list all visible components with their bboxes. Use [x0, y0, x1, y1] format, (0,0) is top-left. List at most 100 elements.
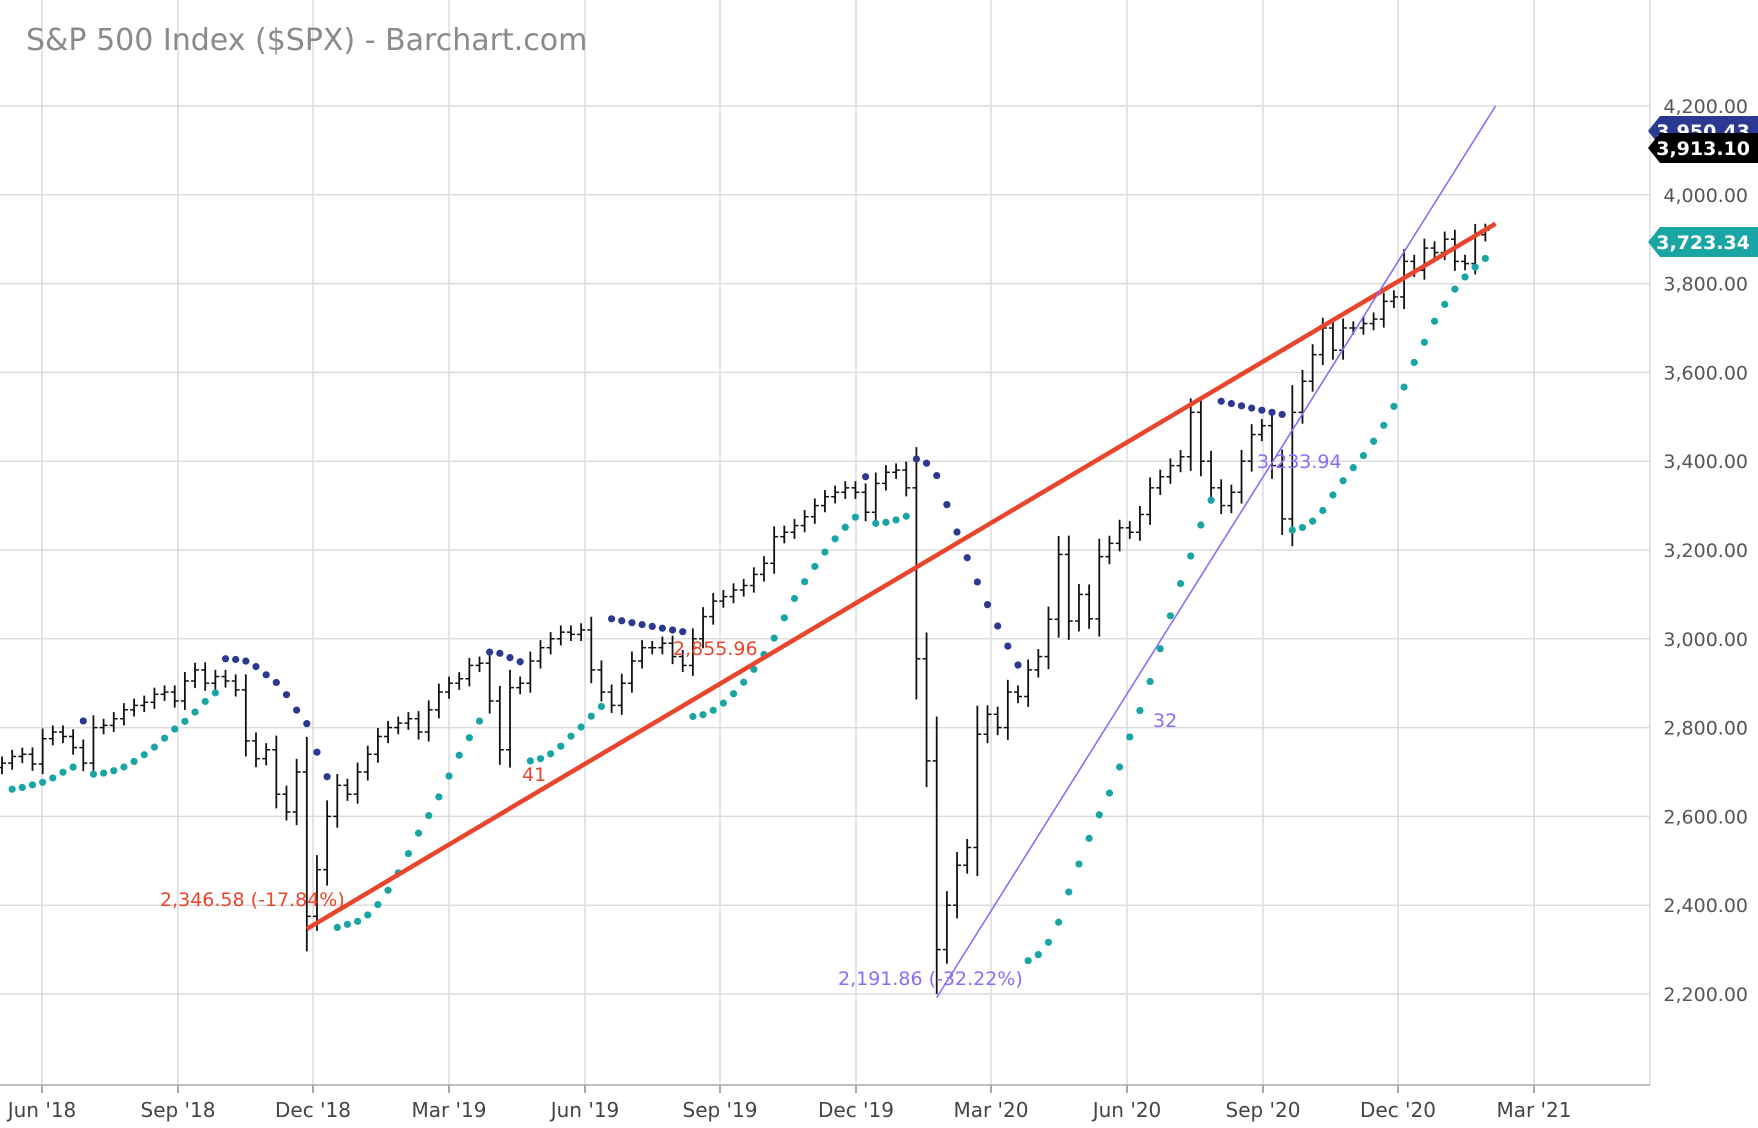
price-bar	[668, 635, 677, 665]
sar-dot	[912, 455, 921, 463]
sar-dot	[1441, 300, 1449, 308]
sar-dot	[1400, 383, 1408, 391]
price-bar	[617, 673, 626, 715]
price-bar	[546, 632, 555, 655]
y-tick-label: 2,600.00	[1663, 806, 1748, 828]
price-bar	[577, 623, 586, 642]
sar-dot	[547, 750, 555, 758]
price-bar	[993, 706, 1002, 736]
sar-dot	[1430, 317, 1439, 325]
price-bar	[587, 616, 596, 684]
price-bar	[1420, 238, 1429, 280]
sar-dot	[120, 763, 128, 771]
price-bar	[1288, 385, 1297, 547]
sar-dot	[567, 732, 575, 740]
sar-dot	[1309, 517, 1317, 525]
sar-dot	[201, 697, 209, 706]
price-bar	[881, 465, 890, 491]
price-bar	[699, 607, 708, 649]
y-tick-label: 3,800.00	[1663, 274, 1748, 296]
price-bar	[414, 711, 423, 740]
sar-dot	[100, 769, 108, 777]
x-tick-label: Sep '19	[683, 1098, 758, 1122]
sar-dot	[28, 781, 37, 789]
sar-dot	[1095, 811, 1103, 819]
price-bar	[1074, 584, 1083, 632]
price-bar	[1105, 535, 1114, 565]
sar-dot	[130, 757, 138, 766]
sar-dot	[425, 811, 433, 820]
sar-dot	[953, 528, 961, 536]
price-bar	[1257, 419, 1266, 442]
price-bar	[902, 461, 911, 497]
x-tick-label: Mar '19	[411, 1098, 486, 1122]
price-bar	[465, 657, 474, 687]
price-bar	[18, 747, 27, 764]
price-bar	[709, 593, 718, 625]
sar-dot	[445, 772, 453, 780]
price-bar	[1430, 241, 1439, 260]
sar-dot	[862, 473, 870, 481]
price-bar	[495, 685, 504, 765]
price-bar	[1328, 318, 1337, 360]
price-bar	[1186, 398, 1195, 471]
sar-dot	[486, 648, 494, 656]
sar-dot	[475, 717, 484, 725]
sar-dot	[851, 513, 860, 521]
sar-dot	[384, 886, 392, 894]
price-bar	[211, 669, 220, 690]
price-bar	[506, 669, 514, 768]
price-bar	[404, 712, 413, 730]
price-bar	[252, 732, 260, 768]
sar-dot	[882, 518, 890, 526]
sar-dot	[811, 562, 819, 571]
price-bar	[1379, 292, 1388, 328]
sar-dot	[1248, 404, 1256, 412]
sar-dot	[1055, 918, 1063, 926]
price-bar	[688, 628, 697, 676]
sar-dot	[221, 655, 230, 663]
sar-dot	[1258, 406, 1266, 414]
sar-dot	[1471, 263, 1479, 271]
sar-dot	[1126, 733, 1134, 741]
sar-dot	[608, 615, 616, 623]
sar-dot	[983, 601, 992, 609]
sar-dot	[709, 706, 717, 714]
price-bar	[1125, 521, 1134, 539]
price-bar	[536, 640, 545, 669]
price-bar	[1034, 648, 1043, 678]
price-bar	[607, 684, 616, 713]
price-bar	[800, 510, 809, 533]
price-bar	[1298, 369, 1307, 424]
price-bar	[455, 672, 464, 690]
x-tick-label: Dec '20	[1360, 1098, 1436, 1122]
y-tick-label: 3,200.00	[1663, 540, 1748, 562]
price-bar	[231, 674, 240, 697]
sar-dot	[821, 548, 829, 556]
trend-line-red	[305, 221, 1497, 931]
price-bar	[1247, 424, 1256, 472]
annotations: 2,346.58 (-17.84%) 2,855.96 41 2,191.86 (-3…	[160, 451, 1342, 990]
price-bar	[1196, 397, 1205, 477]
sar-dot	[994, 622, 1002, 630]
sar-dot	[618, 617, 626, 625]
y-tick-label: 4,200.00	[1663, 96, 1748, 118]
sar-dot	[1187, 552, 1195, 560]
price-bar	[119, 703, 128, 726]
price-bar	[627, 651, 636, 693]
sar-dot	[790, 594, 799, 603]
price-bar	[1003, 679, 1012, 740]
grid	[0, 0, 1651, 1085]
price-bar	[831, 485, 840, 504]
price-bar	[8, 749, 17, 770]
sar-dot	[719, 699, 727, 707]
price-bar	[333, 773, 342, 828]
sar-dot	[232, 655, 240, 664]
price-bar	[790, 518, 799, 539]
sar-dot	[1349, 464, 1357, 472]
x-tick-label: Sep '18	[141, 1098, 216, 1122]
sar-dot	[1227, 399, 1235, 408]
price-bar	[170, 685, 179, 708]
price-bar	[932, 716, 941, 995]
price-bar	[1461, 254, 1470, 271]
